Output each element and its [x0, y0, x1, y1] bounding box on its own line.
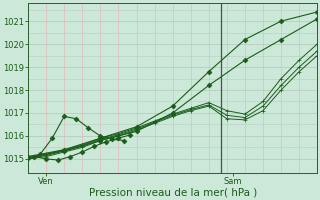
X-axis label: Pression niveau de la mer( hPa ): Pression niveau de la mer( hPa ) — [89, 187, 257, 197]
